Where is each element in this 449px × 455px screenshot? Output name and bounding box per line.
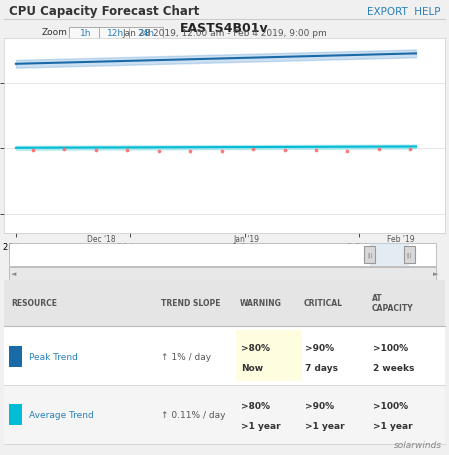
Text: >100%: >100% bbox=[373, 401, 408, 410]
Bar bbox=[404, 246, 415, 264]
Text: Average Trend: Average Trend bbox=[29, 410, 93, 419]
Point bbox=[155, 148, 163, 155]
Text: ↑ 1% / day: ↑ 1% / day bbox=[161, 352, 211, 361]
Text: 1h: 1h bbox=[80, 29, 92, 38]
FancyBboxPatch shape bbox=[129, 28, 163, 39]
Text: |||: ||| bbox=[367, 252, 372, 258]
Text: WARNING: WARNING bbox=[240, 298, 282, 308]
Bar bbox=[4, 328, 445, 386]
Text: ↑ 0.11% / day: ↑ 0.11% / day bbox=[161, 410, 225, 419]
FancyBboxPatch shape bbox=[69, 28, 103, 39]
Point bbox=[344, 148, 351, 155]
Text: EASTS4B01v: EASTS4B01v bbox=[180, 22, 269, 35]
Text: >90%: >90% bbox=[305, 401, 334, 410]
Text: EXPORT  HELP: EXPORT HELP bbox=[367, 7, 440, 17]
Point bbox=[61, 146, 68, 153]
Text: Dec '18: Dec '18 bbox=[87, 235, 115, 244]
Text: CPU Capacity Forecast Chart: CPU Capacity Forecast Chart bbox=[9, 5, 199, 18]
Bar bbox=[9, 244, 436, 266]
Text: RESOURCE: RESOURCE bbox=[11, 298, 57, 308]
Text: solarwinds: solarwinds bbox=[394, 440, 442, 449]
Point bbox=[281, 147, 288, 154]
Bar bbox=[9, 346, 22, 367]
Text: AT
CAPACITY: AT CAPACITY bbox=[372, 293, 414, 313]
Point bbox=[375, 146, 383, 153]
Point bbox=[30, 147, 37, 155]
Text: Now: Now bbox=[241, 363, 264, 372]
Bar bbox=[370, 244, 409, 266]
Bar bbox=[364, 246, 375, 264]
Text: >1 year: >1 year bbox=[373, 421, 413, 430]
Text: 12h: 12h bbox=[107, 29, 124, 38]
Text: Feb '19: Feb '19 bbox=[387, 235, 414, 244]
Point bbox=[407, 147, 414, 154]
Text: Zoom: Zoom bbox=[42, 27, 68, 36]
Text: TREND SLOPE: TREND SLOPE bbox=[161, 298, 220, 308]
Text: Jan 28 2019, 12:00 am - Feb 4 2019, 9:00 pm: Jan 28 2019, 12:00 am - Feb 4 2019, 9:00… bbox=[122, 29, 327, 38]
Bar bbox=[9, 268, 436, 280]
Text: ◄: ◄ bbox=[11, 271, 17, 277]
Text: >100%: >100% bbox=[373, 343, 408, 352]
Bar bbox=[9, 404, 22, 425]
Text: >80%: >80% bbox=[241, 343, 270, 352]
Text: |||: ||| bbox=[407, 252, 412, 258]
Text: >80%: >80% bbox=[241, 401, 270, 410]
Point bbox=[92, 147, 100, 154]
Bar bbox=[4, 386, 445, 444]
Text: Peak Trend: Peak Trend bbox=[29, 352, 78, 361]
Text: >90%: >90% bbox=[305, 343, 334, 352]
Text: CRITICAL: CRITICAL bbox=[304, 298, 343, 308]
Text: 2 weeks: 2 weeks bbox=[373, 363, 414, 372]
Text: 24h: 24h bbox=[137, 29, 154, 38]
Point bbox=[124, 147, 131, 154]
FancyBboxPatch shape bbox=[99, 28, 133, 39]
Point bbox=[250, 147, 257, 154]
Text: >1 year: >1 year bbox=[305, 421, 345, 430]
Text: 7 days: 7 days bbox=[305, 363, 338, 372]
Point bbox=[187, 148, 194, 155]
Text: ►: ► bbox=[432, 271, 438, 277]
Point bbox=[218, 148, 225, 155]
Text: Jan '19: Jan '19 bbox=[233, 235, 260, 244]
Text: >1 year: >1 year bbox=[241, 421, 281, 430]
Bar bbox=[236, 330, 302, 381]
Bar bbox=[4, 280, 445, 326]
Point bbox=[313, 147, 320, 154]
